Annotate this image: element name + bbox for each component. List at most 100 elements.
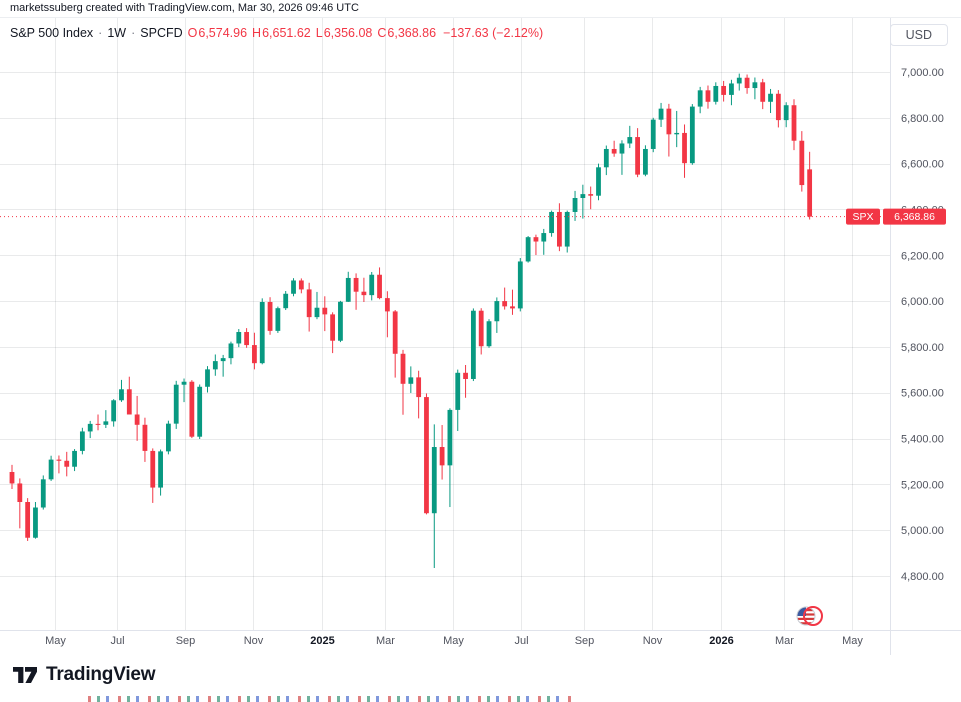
- candle: [126, 376, 132, 415]
- candle: [189, 380, 195, 439]
- candle: [56, 455, 62, 474]
- candle: [400, 349, 406, 415]
- candle: [40, 475, 46, 510]
- candle: [760, 78, 766, 110]
- candle: [557, 203, 562, 252]
- candle: [353, 273, 359, 310]
- candle: [220, 354, 226, 377]
- candle: [338, 300, 343, 343]
- time-axis[interactable]: May Jul Sep Nov 2025 Mar May Jul Sep Nov 2026 Mar Ma…: [45, 635, 863, 647]
- candle: [525, 236, 531, 263]
- legend-separator: ·: [131, 26, 136, 40]
- time-tick-label: Sep: [176, 635, 196, 647]
- candle: [345, 271, 351, 303]
- brand-wordmark[interactable]: TradingView: [46, 664, 156, 685]
- candle: [103, 410, 109, 429]
- candle: [627, 125, 633, 149]
- time-tick-label: 2026: [709, 635, 733, 647]
- time-tick-label: May: [842, 635, 863, 647]
- candle: [158, 449, 163, 496]
- price-label-symbol: SPX: [852, 211, 873, 223]
- candle: [306, 282, 312, 332]
- candle: [197, 384, 203, 440]
- currency-button[interactable]: USD: [889, 24, 948, 46]
- candle: [572, 190, 578, 221]
- candle: [596, 163, 601, 201]
- candlestick-series[interactable]: [9, 73, 813, 568]
- candle: [134, 395, 140, 441]
- price-tick-label: 5,200.00: [901, 479, 944, 491]
- candle: [807, 151, 813, 220]
- candle: [486, 319, 492, 348]
- candle: [689, 104, 695, 165]
- candle: [455, 369, 461, 431]
- candle: [361, 277, 367, 303]
- close-value: 6,368.86: [387, 26, 437, 40]
- current-price-label: SPX 6,368.86: [846, 208, 946, 225]
- candle: [314, 291, 320, 320]
- ohlc-low: L6,356.08: [316, 26, 373, 40]
- time-tick-label: Nov: [244, 635, 264, 647]
- candle: [322, 296, 328, 332]
- candle: [79, 427, 85, 455]
- candle: [9, 464, 15, 489]
- ohlc-open: O6,574.96: [188, 26, 247, 40]
- price-tick-label: 5,800.00: [901, 342, 944, 354]
- time-tick-label: Mar: [376, 635, 395, 647]
- time-tick-label: Nov: [643, 635, 663, 647]
- timeframe-label: 1W: [107, 26, 127, 40]
- candle: [658, 102, 664, 127]
- candle: [236, 329, 242, 348]
- candle: [330, 312, 336, 354]
- candle: [603, 145, 609, 176]
- candle: [517, 258, 523, 312]
- candle: [205, 366, 210, 393]
- candle: [643, 145, 648, 177]
- candle: [697, 86, 703, 114]
- price-tick-label: 5,000.00: [901, 525, 944, 537]
- candle: [111, 399, 117, 427]
- candle: [510, 289, 515, 315]
- candle: [72, 449, 77, 472]
- price-tick-label: 4,800.00: [901, 571, 944, 583]
- candle: [580, 184, 586, 219]
- candle: [549, 210, 554, 237]
- price-tick-label: 5,400.00: [901, 434, 944, 446]
- tradingview-logo-icon[interactable]: [13, 665, 37, 685]
- candle: [541, 228, 547, 255]
- candle: [142, 417, 148, 462]
- candle: [502, 287, 508, 310]
- candle: [392, 310, 398, 378]
- candle: [666, 103, 672, 157]
- candle: [729, 79, 734, 106]
- symbol-title: S&P 500 Index: [10, 26, 94, 40]
- time-tick-label: Jul: [514, 635, 528, 647]
- candle: [173, 380, 179, 429]
- candle: [33, 502, 38, 539]
- ohlc-high: H6,651.62: [252, 26, 311, 40]
- candle: [291, 278, 296, 297]
- candle: [267, 297, 273, 335]
- candlestick-chart[interactable]: 7,000.006,800.006,600.006,400.006,200.00…: [0, 18, 961, 655]
- time-tick-label: May: [443, 635, 464, 647]
- candle: [298, 278, 304, 294]
- price-tick-label: 7,000.00: [901, 67, 944, 79]
- candle: [377, 267, 382, 300]
- candle: [791, 99, 797, 151]
- candle: [783, 102, 789, 128]
- price-tick-label: 6,000.00: [901, 296, 944, 308]
- high-letter: H: [252, 26, 262, 40]
- candle: [713, 82, 719, 105]
- candle: [736, 73, 742, 91]
- candle: [259, 298, 265, 365]
- candle: [650, 117, 656, 153]
- time-tick-label: 2025: [310, 635, 334, 647]
- candle: [119, 379, 124, 402]
- candle: [619, 140, 625, 175]
- candle: [95, 414, 101, 431]
- chart-panel: S&P 500 Index · 1W · SPCFD O6,574.96 H6,…: [0, 18, 961, 655]
- close-letter: C: [377, 26, 387, 40]
- candle: [17, 478, 23, 529]
- candle: [564, 210, 570, 253]
- price-axis[interactable]: 7,000.006,800.006,600.006,400.006,200.00…: [901, 67, 944, 583]
